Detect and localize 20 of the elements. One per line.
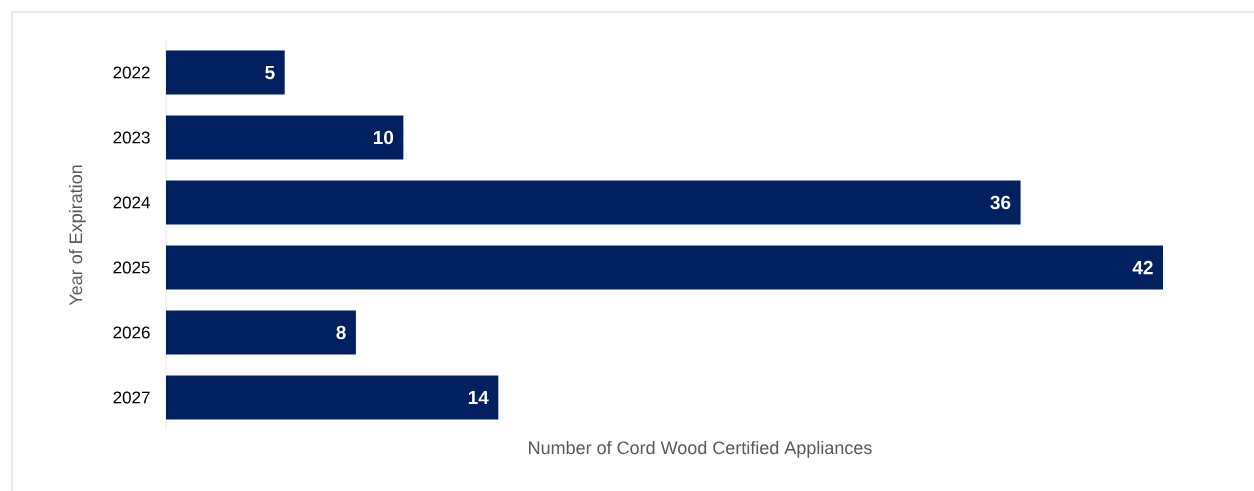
y-tick-label: 2024 <box>113 196 150 209</box>
data-label: 42 <box>1132 260 1153 275</box>
y-tick-label: 2023 <box>113 131 150 144</box>
y-axis-title: Year of Expiration <box>69 165 86 306</box>
bar <box>166 245 1163 290</box>
y-tick-label: 2025 <box>113 261 150 274</box>
data-label: 10 <box>373 130 394 145</box>
bar <box>166 375 499 420</box>
bar <box>166 180 1021 225</box>
x-axis-title: Number of Cord Wood Certified Appliances <box>529 440 872 458</box>
data-label: 5 <box>265 65 275 80</box>
data-label: 8 <box>336 325 346 340</box>
bar <box>166 115 404 160</box>
data-label: 36 <box>990 195 1011 210</box>
data-label: 14 <box>468 390 489 405</box>
bar <box>166 50 285 95</box>
y-tick-label: 2027 <box>113 391 150 404</box>
y-tick-label: 2022 <box>113 66 150 79</box>
y-tick-label: 2026 <box>113 326 150 339</box>
bar <box>166 310 356 355</box>
